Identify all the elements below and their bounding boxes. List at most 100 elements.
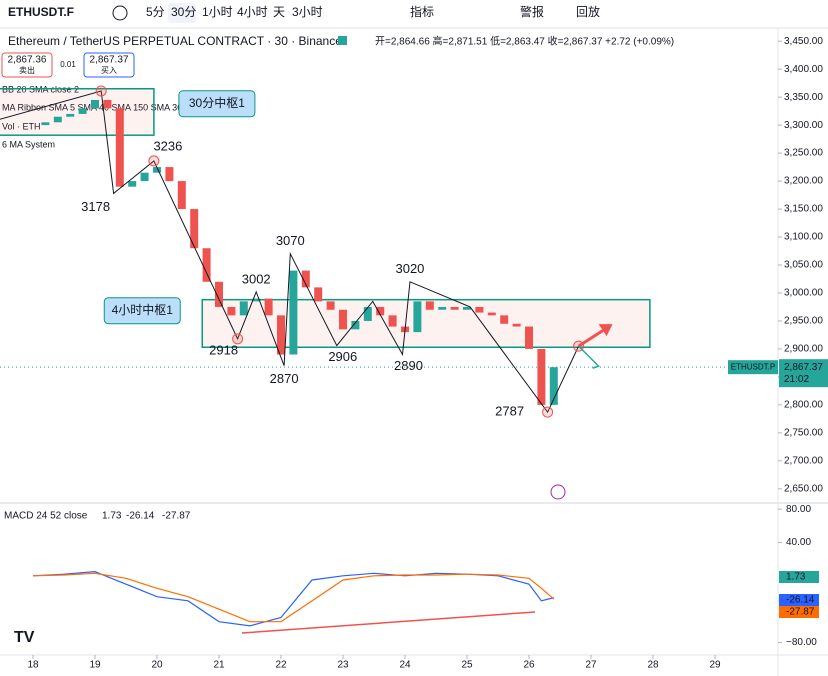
x-tick-label: 27	[585, 660, 597, 671]
x-tick-label: 24	[399, 660, 411, 671]
x-tick-label: 19	[89, 660, 101, 671]
interval[interactable]: 5分	[146, 5, 165, 19]
macd-line	[32, 571, 554, 627]
x-tick-label: 18	[27, 660, 39, 671]
event-icon[interactable]	[550, 484, 566, 500]
y-tick-label: 3,450.00	[784, 36, 823, 47]
candle	[78, 108, 87, 114]
candle	[500, 315, 509, 324]
buy-price: 2,867.37	[90, 55, 129, 66]
pivot-label: 2918	[209, 342, 238, 357]
spread: 0.01	[60, 60, 76, 69]
replay[interactable]: 回放	[576, 4, 600, 19]
candle	[475, 306, 484, 313]
candle	[264, 298, 273, 316]
status-dot	[338, 36, 347, 45]
y-tick-label: 2,750.00	[784, 427, 823, 438]
candle	[177, 181, 186, 210]
pivot-label: 2906	[328, 349, 357, 364]
interval[interactable]: 4小时	[237, 5, 268, 19]
x-tick-label: 25	[461, 660, 473, 671]
legend-ohlc: 开=2,864.66 高=2,871.51 低=2,863.47 收=2,867…	[375, 35, 674, 48]
y-tick-label: 3,300.00	[784, 120, 823, 131]
candle	[487, 312, 496, 316]
x-tick-label: 21	[213, 660, 225, 671]
macd-badge	[779, 594, 819, 606]
candle	[91, 99, 99, 109]
toolbar	[0, 0, 828, 28]
arrow-up	[577, 326, 608, 348]
interval-active	[168, 3, 196, 23]
candle	[525, 326, 533, 349]
candle	[103, 99, 112, 109]
y-tick-label: 3,200.00	[784, 176, 823, 187]
zone-label: 4小时中枢1	[112, 302, 174, 317]
buy-button[interactable]	[83, 52, 135, 78]
macd-badge	[779, 606, 819, 618]
candle	[140, 172, 149, 182]
buy-label: 买入	[101, 66, 117, 75]
candle	[239, 301, 248, 316]
candle	[463, 306, 471, 310]
interval[interactable]: 30分	[171, 5, 196, 19]
arrow-down	[578, 345, 600, 369]
sell-label: 卖出	[19, 65, 35, 75]
macd-badge	[779, 571, 819, 583]
candle	[289, 270, 298, 355]
logo: TV	[14, 629, 35, 646]
candle	[41, 122, 50, 126]
candle	[339, 309, 347, 330]
study: 6 MA System	[2, 139, 55, 149]
candle	[277, 315, 285, 355]
macd-hist-label: 1.73	[102, 511, 122, 522]
x-tick-label: 22	[275, 660, 287, 671]
candle	[252, 298, 261, 302]
pivot-marker	[232, 333, 244, 345]
candle	[301, 270, 310, 288]
candle	[438, 306, 447, 310]
macd-tick-label: −80.00	[786, 637, 817, 648]
zigzag	[0, 90, 580, 414]
add-icon[interactable]	[112, 5, 128, 21]
sell-price: 2,867.36	[8, 55, 47, 66]
x-tick-label: 29	[709, 660, 721, 671]
y-tick-label: 3,400.00	[784, 64, 823, 75]
last-price-label: 2,867.37	[784, 362, 823, 373]
macd-badge-label: -26.14	[786, 595, 815, 606]
pivot-label: 2787	[495, 404, 524, 419]
macd-line-label: -26.14	[126, 511, 155, 522]
zone-label-box	[103, 297, 181, 325]
sell-button[interactable]	[1, 52, 53, 78]
candle	[450, 306, 459, 310]
pivot-label: 2890	[394, 358, 423, 373]
macd-badge-label: -27.87	[786, 607, 815, 618]
candle	[128, 181, 137, 187]
candle	[549, 367, 558, 405]
candle	[66, 113, 75, 117]
zone-label-box	[178, 90, 256, 118]
interval[interactable]: 3小时	[292, 5, 323, 19]
legend-name: Ethereum / TetherUS PERPETUAL CONTRACT ·…	[8, 34, 342, 48]
candle	[376, 306, 385, 316]
macd-tick-label: 40.00	[786, 537, 811, 548]
x-tick-label: 20	[151, 660, 163, 671]
x-tick-label: 23	[337, 660, 349, 671]
candle	[425, 301, 434, 310]
symbol[interactable]: ETHUSDT.F	[8, 5, 74, 19]
alert[interactable]: 警报	[520, 4, 544, 19]
candle	[227, 306, 236, 316]
study: Vol · ETH	[2, 121, 41, 131]
y-tick-label: 3,350.00	[784, 92, 823, 103]
indicators[interactable]: 指标	[410, 4, 434, 19]
macd-signal-label: -27.87	[162, 511, 191, 522]
interval[interactable]: 天	[273, 5, 285, 19]
y-tick-label: 2,650.00	[784, 483, 823, 494]
candle	[314, 287, 323, 302]
candle	[190, 209, 199, 249]
zone	[0, 88, 155, 136]
x-tick-label: 28	[647, 660, 659, 671]
interval[interactable]: 1小时	[202, 5, 233, 19]
pivot-marker	[542, 406, 554, 418]
candle	[165, 167, 174, 182]
